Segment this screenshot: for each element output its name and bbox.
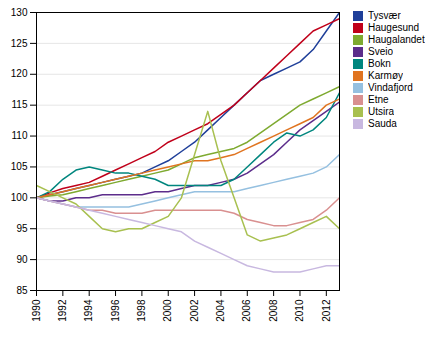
svg-text:2012: 2012 xyxy=(321,299,332,322)
svg-text:100: 100 xyxy=(11,192,28,203)
svg-text:90: 90 xyxy=(16,254,28,265)
svg-text:1996: 1996 xyxy=(110,299,121,322)
svg-text:1992: 1992 xyxy=(57,299,68,322)
html-text:Vindafjord: Vindafjord xyxy=(368,82,413,93)
html-text:Tysvær: Tysvær xyxy=(368,10,401,21)
svg-text:2002: 2002 xyxy=(189,299,200,322)
svg-text:130: 130 xyxy=(11,7,28,18)
html-text:Etne: Etne xyxy=(368,94,389,105)
html-text:Utsira: Utsira xyxy=(368,106,395,117)
html-text:Karmøy: Karmøy xyxy=(368,70,403,81)
svg-text:110: 110 xyxy=(12,130,28,141)
html-text:Bokn: Bokn xyxy=(368,58,391,69)
svg-text:2006: 2006 xyxy=(241,299,252,322)
svg-text:2008: 2008 xyxy=(268,299,279,322)
svg-text:1998: 1998 xyxy=(136,299,147,322)
html-text:Sauda: Sauda xyxy=(368,118,397,129)
svg-text:105: 105 xyxy=(11,161,28,172)
html-text:Haugalandet: Haugalandet xyxy=(368,34,425,45)
svg-text:1994: 1994 xyxy=(83,299,94,322)
svg-text:1990: 1990 xyxy=(31,299,42,322)
svg-text:2010: 2010 xyxy=(294,299,305,322)
html-text:Haugesund: Haugesund xyxy=(368,22,420,33)
svg-text:125: 125 xyxy=(11,38,28,49)
svg-text:115: 115 xyxy=(12,99,28,110)
svg-text:85: 85 xyxy=(16,285,28,296)
html-text:Sveio: Sveio xyxy=(368,46,393,57)
svg-text:2004: 2004 xyxy=(215,299,226,322)
svg-text:120: 120 xyxy=(11,68,28,79)
svg-text:2000: 2000 xyxy=(162,299,173,322)
svg-text:95: 95 xyxy=(16,223,28,234)
